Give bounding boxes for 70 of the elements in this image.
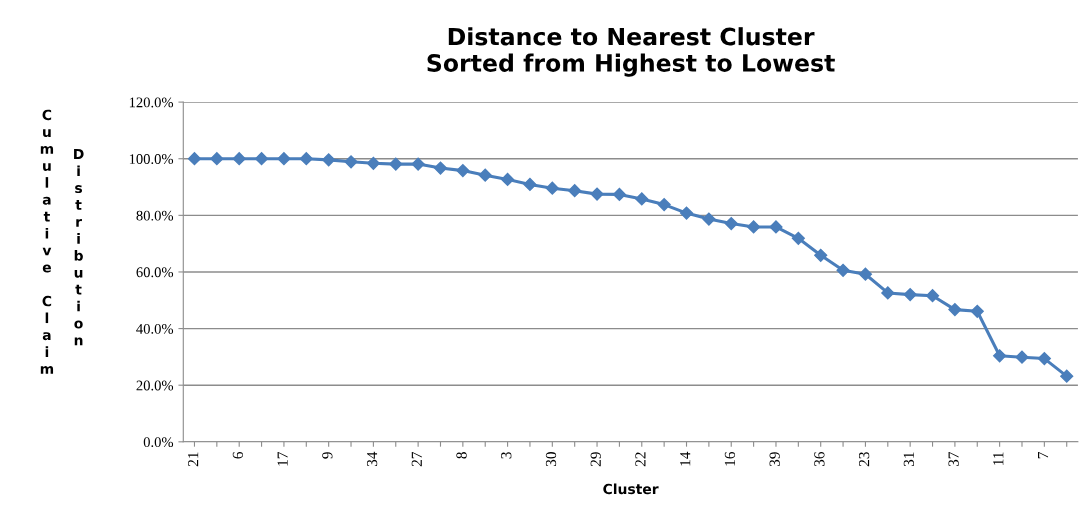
point — [366, 156, 380, 170]
point — [322, 153, 336, 167]
point — [254, 152, 269, 166]
x-tick-label: 39 — [769, 452, 780, 467]
point — [724, 216, 738, 231]
point — [635, 192, 649, 206]
point — [948, 303, 962, 317]
point — [344, 155, 358, 169]
x-tick-label: 8 — [456, 452, 467, 459]
point — [389, 157, 403, 171]
y-tick-label: 0.0% — [143, 437, 174, 448]
x-tick-label: 6 — [232, 451, 244, 459]
point — [970, 304, 984, 318]
x-tick-label: 7 — [1038, 451, 1049, 459]
point — [433, 161, 448, 175]
point — [478, 168, 492, 182]
x-tick-label: 21 — [188, 452, 199, 467]
point — [836, 263, 850, 277]
point — [187, 152, 202, 166]
point — [232, 152, 246, 166]
x-tick-label: 14 — [680, 451, 691, 466]
x-tick-label: 16 — [724, 451, 736, 466]
point — [747, 220, 761, 234]
point — [612, 187, 627, 201]
point — [456, 164, 470, 178]
point — [993, 349, 1007, 363]
point — [411, 157, 425, 171]
point — [814, 248, 828, 262]
point — [769, 220, 783, 234]
point — [702, 212, 716, 226]
y-tick-label: 40.0% — [136, 323, 174, 334]
text: Cumulative Claim Distribution — [40, 109, 84, 374]
point — [1037, 351, 1051, 366]
x-tick-label: 27 — [411, 451, 422, 467]
x-tick-label: 11 — [993, 452, 1004, 465]
x-tick-label: 3 — [501, 452, 512, 459]
y-tick-label: 100.0% — [129, 154, 174, 164]
point — [545, 181, 559, 195]
x-tick-label: 29 — [590, 452, 601, 467]
chart-title: Distance to Nearest Cluster Sorted from Highest to Lowest — [427, 27, 835, 77]
point — [903, 288, 917, 302]
point — [210, 152, 224, 166]
point — [277, 152, 291, 166]
point — [590, 187, 604, 201]
point — [925, 289, 940, 303]
y-tick-label: 120.0% — [129, 97, 174, 108]
y-tick-label: 20.0% — [136, 380, 174, 391]
x-tick-label: 17 — [277, 451, 288, 466]
x-tick-label: 36 — [814, 451, 825, 467]
y-tick-label: 60.0% — [136, 267, 174, 278]
point — [858, 267, 873, 281]
point — [657, 198, 671, 212]
point — [1060, 369, 1074, 383]
x-tick-label: 9 — [322, 452, 333, 459]
point — [568, 184, 582, 198]
x-tick-label: 34 — [366, 451, 378, 467]
x-tick-label: 37 — [948, 451, 959, 467]
x-tick-label: 31 — [903, 452, 914, 467]
point — [881, 286, 895, 300]
point — [500, 172, 515, 186]
x-tick-label: 23 — [858, 452, 870, 467]
point — [1015, 350, 1029, 364]
point — [523, 177, 537, 192]
x-tick-label: 22 — [635, 452, 646, 467]
y-tick-label: 80.0% — [136, 210, 174, 221]
x-tick-label: 30 — [545, 452, 557, 467]
x-axis-title: Cluster — [603, 483, 659, 495]
point — [679, 206, 694, 220]
point — [299, 152, 313, 166]
point — [791, 231, 805, 245]
